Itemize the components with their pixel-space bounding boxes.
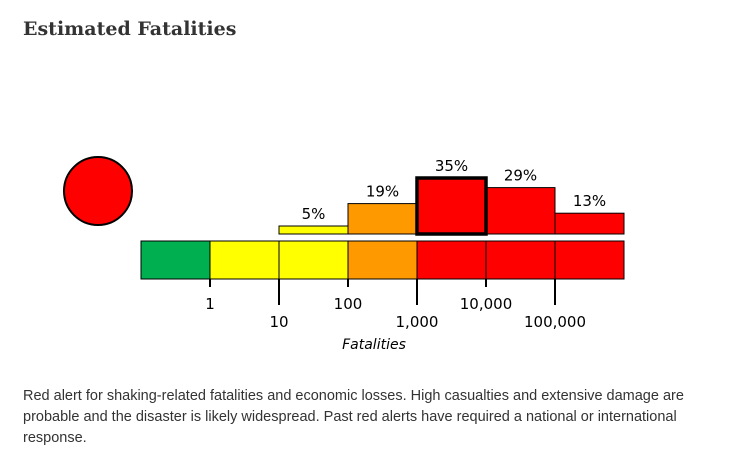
x-axis-label: Fatalities (342, 337, 406, 353)
scale-segment-4 (416, 240, 487, 280)
alert-level-icon (63, 156, 133, 226)
fatalities-chart: 5% 19% 35% 29% 13% 1 10 100 1,000 10,000 100,000 Fa… (63, 156, 625, 353)
bar-4 (415, 176, 488, 236)
page-title: Estimated Fatalities (23, 18, 237, 40)
bar-6 (554, 212, 625, 235)
tick-label-3: 1,000 (396, 313, 439, 331)
bar-label-2: 5% (302, 205, 326, 223)
bar-2 (278, 225, 349, 235)
tick-label-2: 100 (334, 295, 363, 313)
tick-label-4: 10,000 (460, 295, 513, 313)
bar-5 (485, 187, 556, 235)
bar-label-5: 29% (504, 167, 537, 185)
bar-3 (347, 203, 418, 235)
scale-segment-1 (209, 240, 280, 280)
scale-segment-0 (140, 240, 211, 280)
scale-segment-5 (485, 240, 556, 280)
tick-label-1: 10 (269, 313, 288, 331)
bar-label-4: 35% (435, 157, 468, 175)
scale-segment-3 (347, 240, 418, 280)
bar-label-6: 13% (573, 192, 606, 210)
scale-segment-6 (554, 240, 625, 280)
alert-description: Red alert for shaking-related fatalities… (23, 388, 684, 446)
tick-label-0: 1 (205, 295, 215, 313)
scale-segment-2 (278, 240, 349, 280)
tick-label-5: 100,000 (524, 313, 586, 331)
bar-label-3: 19% (366, 183, 399, 201)
